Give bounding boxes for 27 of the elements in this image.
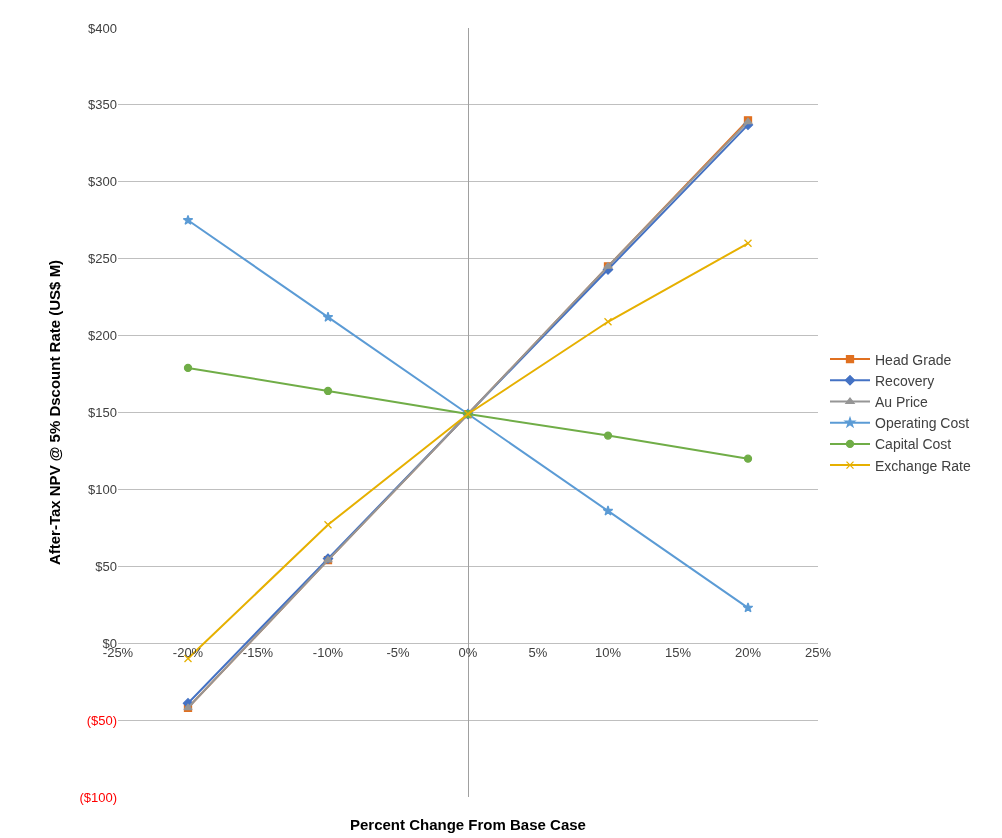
- legend-label: Capital Cost: [875, 436, 952, 453]
- x-tick-label: 10%: [594, 645, 622, 661]
- y-tick-label: $250: [88, 251, 117, 267]
- legend-label: Operating Cost: [875, 415, 970, 432]
- x-tick-label: 15%: [664, 645, 692, 661]
- y-tick-label: ($50): [86, 712, 117, 728]
- y-tick-label: $150: [88, 405, 117, 421]
- x-tick-label: 5%: [528, 645, 548, 661]
- y-tick-label: ($100): [79, 789, 117, 805]
- x-tick-label: -5%: [386, 645, 410, 661]
- x-tick-label: 25%: [804, 645, 832, 661]
- legend-label: Au Price: [875, 393, 929, 410]
- x-tick-label: 20%: [734, 645, 762, 661]
- y-tick-label: $50: [95, 558, 117, 574]
- legend-label: Recovery: [875, 372, 935, 389]
- y-tick-label: $400: [88, 20, 117, 36]
- y-tick-label: $100: [88, 481, 117, 497]
- x-axis-title: Percent Change From Base Case: [350, 816, 586, 833]
- legend-label: Head Grade: [875, 351, 952, 368]
- x-tick-label: 0%: [458, 645, 478, 661]
- y-axis-title: After-Tax NPV @ 5% Dscount Rate (US$ M): [45, 259, 63, 566]
- legend-label: Exchange Rate: [875, 457, 971, 474]
- y-tick-label: $350: [88, 97, 117, 113]
- y-tick-label: $300: [88, 174, 117, 190]
- y-tick-label: $200: [88, 328, 117, 344]
- x-tick-label: -15%: [242, 645, 274, 661]
- x-tick-label: -10%: [312, 645, 344, 661]
